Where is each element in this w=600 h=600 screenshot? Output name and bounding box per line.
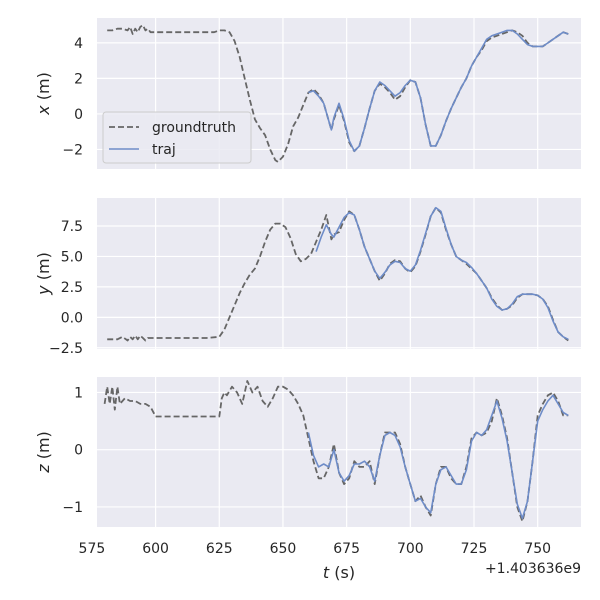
x-tick-label: 725 [461, 541, 488, 557]
series-traj-line [307, 394, 569, 520]
legend: groundtruth traj [102, 111, 252, 164]
plot-area [97, 377, 581, 527]
series-traj-line [315, 206, 569, 341]
y-tick-label: 0.0 [61, 310, 83, 326]
y-tick-label: −1 [62, 500, 83, 516]
x-tick-label: 600 [142, 541, 169, 557]
x-tick-label: 650 [270, 541, 297, 557]
series-traj-line [308, 29, 569, 152]
x-tick-label: 700 [397, 541, 424, 557]
x-tick-label: 675 [333, 541, 360, 557]
y-tick-label: 5.0 [61, 249, 83, 265]
series-groundtruth-line [103, 380, 569, 523]
panel-x: −2 0 2 4 x (m) groundtruth traj [34, 18, 581, 169]
x-axis-offset: +1.403636e9 [485, 561, 581, 577]
x-tick-label: 575 [79, 541, 106, 557]
legend-label-groundtruth: groundtruth [152, 120, 236, 136]
x-tick-label: 750 [524, 541, 551, 557]
legend-box [102, 111, 252, 164]
x-axis-label: t (s) [323, 563, 355, 582]
y-tick-label: 2.5 [61, 280, 83, 296]
legend-label-traj: traj [152, 142, 176, 158]
series-groundtruth-line [107, 24, 569, 163]
y-tick-label: 2 [74, 71, 83, 87]
y-tick-label: −2.5 [49, 341, 83, 357]
y-axis-label: y (m) [34, 252, 53, 296]
y-tick-label: −2 [62, 142, 83, 158]
panel-y: −2.5 0.0 2.5 5.0 7.5 y (m) [34, 198, 581, 357]
y-axis-label: z (m) [34, 431, 53, 474]
x-tick-label: 625 [206, 541, 233, 557]
plot-area [97, 198, 581, 349]
y-tick-label: 0 [74, 107, 83, 123]
y-tick-label: 7.5 [61, 219, 83, 235]
y-tick-label: 0 [74, 443, 83, 459]
y-axis-label: x (m) [34, 72, 53, 116]
panel-z: −1 0 1 z (m) 575 600 625 650 675 700 725 750 t (s) +1… [34, 377, 581, 582]
y-tick-label: 4 [74, 36, 83, 52]
y-tick-label: 1 [74, 385, 83, 401]
